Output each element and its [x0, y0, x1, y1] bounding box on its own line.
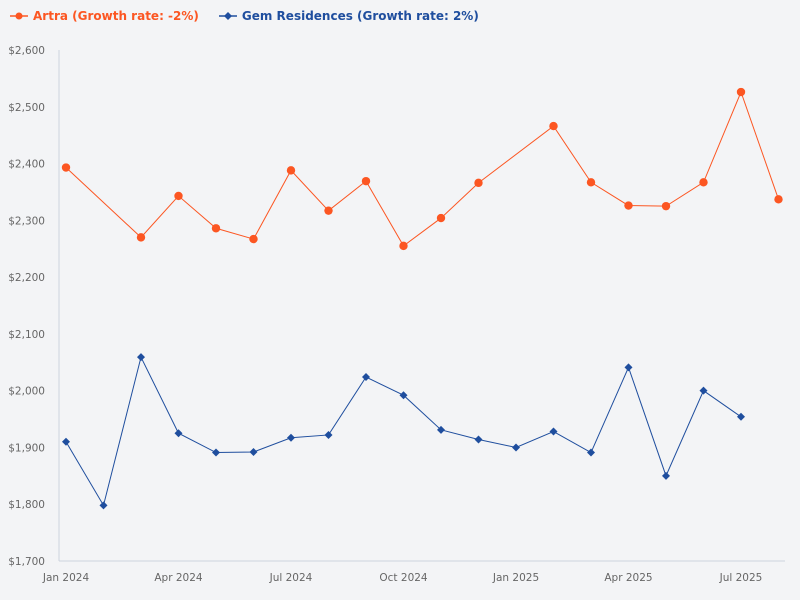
series-line-1 — [65, 355, 742, 507]
legend-label: Gem Residences (Growth rate: 2%) — [241, 9, 479, 23]
data-point — [174, 429, 183, 438]
x-tick-label: Jul 2025 — [719, 572, 763, 584]
y-tick-label: $1,800 — [8, 499, 45, 511]
y-tick-label: $2,300 — [8, 215, 45, 227]
data-point — [361, 176, 371, 186]
data-point — [662, 471, 670, 480]
data-point — [137, 353, 145, 362]
data-point — [437, 425, 445, 434]
data-point — [211, 224, 221, 233]
data-point — [774, 195, 783, 204]
data-point — [362, 373, 370, 382]
data-point — [61, 163, 71, 172]
y-tick-label: $2,400 — [8, 159, 45, 171]
data-point — [624, 201, 633, 210]
legend: Artra (Growth rate: -2%) Gem Residences … — [10, 9, 479, 23]
data-point — [736, 87, 746, 97]
data-point — [661, 201, 671, 211]
data-point — [474, 435, 483, 444]
diamond-marker-icon — [218, 12, 237, 20]
data-point — [324, 206, 333, 215]
x-tick-label: Jul 2024 — [269, 572, 313, 584]
data-point — [737, 412, 745, 421]
legend-item-artra[interactable]: Artra (Growth rate: -2%) — [10, 9, 199, 23]
y-tick-label: $1,700 — [8, 556, 45, 568]
legend-label: Artra (Growth rate: -2%) — [33, 9, 199, 23]
data-point — [324, 430, 333, 439]
y-tick-label: $2,100 — [8, 329, 45, 341]
legend-item-gem-residences[interactable]: Gem Residences (Growth rate: 2%) — [218, 9, 479, 23]
y-tick-label: $2,500 — [8, 102, 45, 114]
x-tick-label: Jan 2024 — [42, 572, 90, 584]
data-point — [249, 234, 258, 244]
data-point — [699, 178, 708, 187]
y-tick-label: $2,600 — [8, 45, 45, 57]
x-tick-label: Apr 2025 — [604, 572, 652, 584]
data-point — [249, 447, 258, 456]
y-tick-label: $2,200 — [8, 272, 45, 284]
data-point — [624, 363, 633, 372]
data-point — [549, 121, 558, 131]
data-point — [549, 427, 558, 436]
data-point — [399, 391, 408, 400]
x-tick-label: Jan 2025 — [492, 572, 539, 584]
x-tick-label: Oct 2024 — [379, 572, 428, 584]
data-point — [474, 178, 483, 188]
series-line-0 — [65, 90, 779, 247]
data-point — [587, 448, 595, 457]
data-point — [512, 443, 520, 452]
data-point — [399, 241, 408, 251]
data-point — [586, 178, 596, 187]
data-point — [99, 501, 108, 510]
y-tick-label: $1,900 — [8, 442, 45, 454]
data-point — [212, 448, 220, 457]
data-point — [136, 233, 146, 242]
data-point — [174, 191, 183, 201]
data-point — [699, 386, 708, 395]
circle-marker-icon — [10, 12, 28, 20]
x-tick-label: Apr 2024 — [154, 572, 203, 584]
data-point — [286, 166, 296, 175]
y-tick-label: $2,000 — [8, 386, 45, 398]
data-point — [62, 437, 70, 446]
data-point — [287, 433, 295, 442]
data-point — [436, 213, 446, 223]
